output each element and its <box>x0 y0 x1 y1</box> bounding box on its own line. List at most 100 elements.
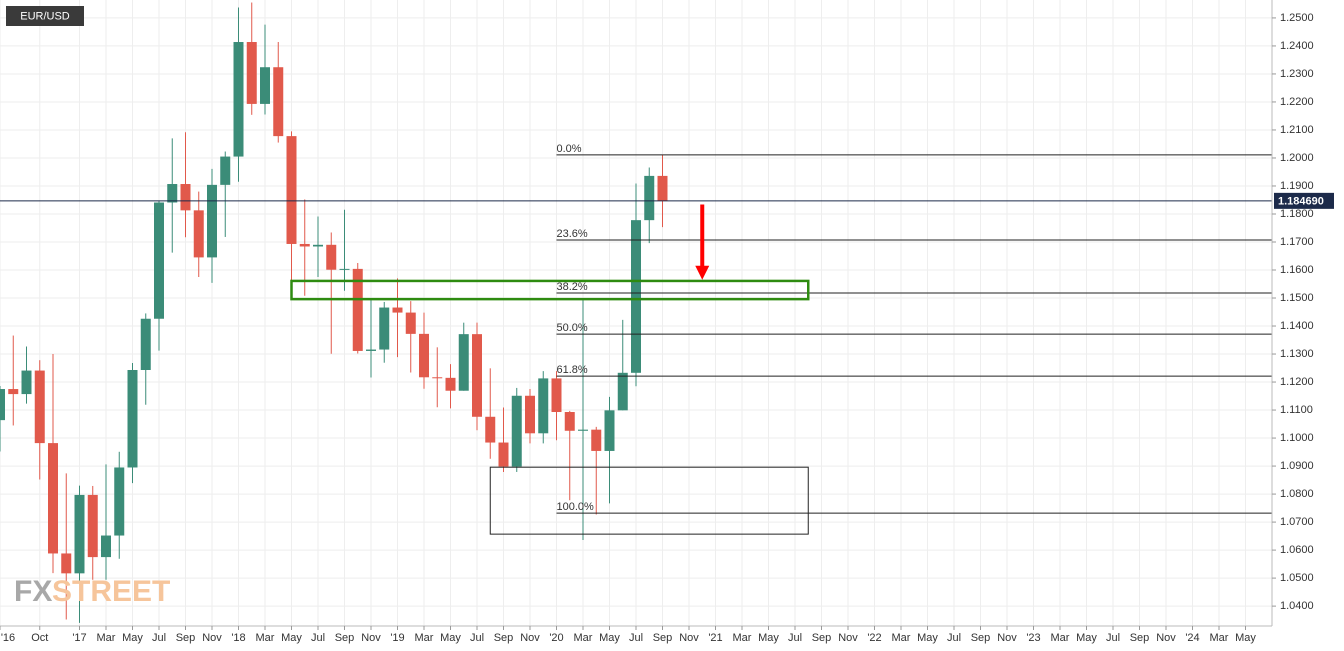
x-tick-label: May <box>917 632 938 644</box>
candle-body <box>644 175 655 221</box>
candle-body <box>657 175 668 201</box>
zone <box>489 466 809 535</box>
x-tick-label: Nov <box>520 632 540 644</box>
y-tick-label: 1.2100 <box>1280 124 1314 136</box>
candle-body <box>578 429 588 431</box>
candle-body <box>366 349 376 351</box>
fib-label: 38.2% <box>557 281 588 293</box>
x-tick-label: Jul <box>470 632 484 644</box>
y-tick-label: 1.1900 <box>1280 180 1314 192</box>
x-tick-label: Oct <box>31 632 48 644</box>
y-tick-label: 1.2200 <box>1280 96 1314 108</box>
candle-body <box>127 369 138 468</box>
candle-body <box>207 184 217 258</box>
x-tick-label: '22 <box>867 632 881 644</box>
x-tick-label: Mar <box>733 632 752 644</box>
y-tick-label: 1.0800 <box>1280 488 1314 500</box>
candle-body <box>551 378 562 413</box>
last-price-box <box>1274 192 1334 209</box>
candle-body <box>352 268 363 351</box>
candle-body <box>631 220 641 373</box>
candle-body <box>313 244 323 247</box>
x-tick-label: '17 <box>72 632 86 644</box>
candle-body <box>458 334 469 391</box>
x-tick-label: Mar <box>256 632 275 644</box>
candle-body <box>379 307 390 350</box>
fib-label: 100.0% <box>557 501 595 513</box>
x-tick-label: May <box>440 632 461 644</box>
x-tick-label: '18 <box>231 632 245 644</box>
x-tick-label: '20 <box>549 632 563 644</box>
candle-body <box>498 442 509 467</box>
candle-body <box>48 443 58 554</box>
x-tick-label: May <box>281 632 302 644</box>
x-tick-label: Sep <box>812 632 832 644</box>
candle-body <box>220 156 231 185</box>
x-tick-label: Mar <box>415 632 434 644</box>
y-tick-label: 1.1100 <box>1280 404 1313 416</box>
x-tick-label: Sep <box>176 632 196 644</box>
candle-body <box>246 42 257 104</box>
candle-body <box>260 67 270 104</box>
symbol-box <box>6 6 84 26</box>
y-tick-label: 1.0600 <box>1280 544 1314 556</box>
x-tick-label: Mar <box>97 632 116 644</box>
candle-body <box>445 377 456 391</box>
watermark-street: STREET <box>52 575 170 608</box>
y-tick-label: 1.2400 <box>1280 40 1314 52</box>
x-tick-label: Mar <box>892 632 911 644</box>
y-tick-label: 1.1000 <box>1280 432 1314 444</box>
candle-body <box>8 389 19 395</box>
x-tick-label: May <box>1076 632 1097 644</box>
x-tick-label: Mar <box>1051 632 1070 644</box>
y-tick-label: 1.2300 <box>1280 68 1314 80</box>
x-tick-label: Nov <box>202 632 222 644</box>
y-tick-label: 1.2000 <box>1280 152 1314 164</box>
x-tick-label: Jul <box>629 632 643 644</box>
x-tick-label: Mar <box>1210 632 1229 644</box>
x-tick-label: '23 <box>1026 632 1040 644</box>
candle-body <box>74 494 85 574</box>
candle-body <box>273 67 284 137</box>
candle-body <box>392 307 403 313</box>
x-tick-label: Jul <box>947 632 961 644</box>
candle-body <box>154 202 164 319</box>
candle-body <box>472 334 482 417</box>
x-tick-label: Sep <box>971 632 991 644</box>
candle-body <box>604 410 615 451</box>
candle-body <box>538 378 549 434</box>
x-tick-label: '24 <box>1185 632 1199 644</box>
candle-body <box>511 395 522 467</box>
candle-body <box>61 553 72 574</box>
candle-body <box>0 389 5 421</box>
x-tick-label: Jul <box>152 632 166 644</box>
candle-body <box>140 318 151 370</box>
x-tick-label: Nov <box>1156 632 1176 644</box>
x-tick-label: Sep <box>335 632 355 644</box>
x-tick-label: Mar <box>574 632 593 644</box>
y-tick-label: 1.1600 <box>1280 264 1314 276</box>
y-tick-label: 1.2500 <box>1280 12 1314 24</box>
fib-label: 23.6% <box>557 228 588 240</box>
x-tick-label: Nov <box>361 632 381 644</box>
x-tick-label: Nov <box>997 632 1017 644</box>
candle-body <box>485 416 496 443</box>
x-tick-label: '21 <box>708 632 722 644</box>
y-tick-label: 1.1200 <box>1280 376 1314 388</box>
candle-body <box>326 244 337 270</box>
y-tick-label: 1.1800 <box>1280 208 1314 220</box>
fib-label: 0.0% <box>557 143 582 155</box>
x-tick-label: Jul <box>788 632 802 644</box>
fib-label: 50.0% <box>557 322 588 334</box>
y-tick-label: 1.0900 <box>1280 460 1314 472</box>
candle-body <box>591 429 602 451</box>
y-tick-label: 1.1300 <box>1280 348 1314 360</box>
y-tick-label: 1.1500 <box>1280 292 1314 304</box>
x-tick-label: Sep <box>653 632 673 644</box>
candle-body <box>101 535 111 558</box>
x-tick-label: Sep <box>1130 632 1150 644</box>
y-tick-label: 1.0700 <box>1280 516 1314 528</box>
